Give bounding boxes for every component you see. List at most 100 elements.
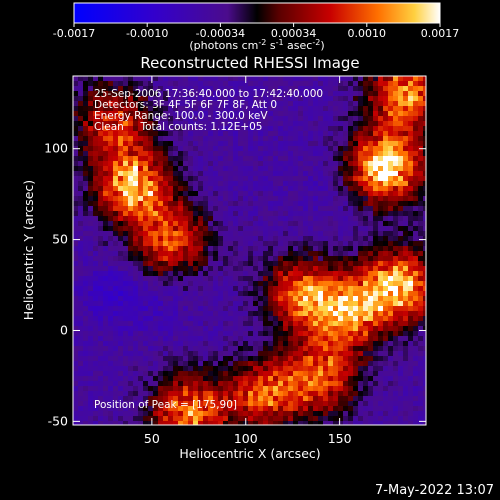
- heatmap-cell: [128, 131, 133, 136]
- heatmap-cell: [283, 161, 288, 166]
- heatmap-cell: [78, 321, 83, 326]
- heatmap-cell: [283, 156, 288, 161]
- heatmap-cell: [318, 131, 323, 136]
- heatmap-cell: [213, 331, 218, 336]
- heatmap-cell: [303, 101, 308, 106]
- heatmap-cell: [218, 316, 223, 321]
- heatmap-cell: [88, 251, 93, 256]
- heatmap-cell: [153, 356, 158, 361]
- heatmap-cell: [253, 196, 258, 201]
- heatmap-cell: [108, 126, 113, 131]
- heatmap-cell: [158, 341, 163, 346]
- heatmap-cell: [218, 351, 223, 356]
- heatmap-cell: [228, 141, 233, 146]
- heatmap-cell: [263, 366, 268, 371]
- heatmap-cell: [308, 141, 313, 146]
- heatmap-cell: [288, 201, 293, 206]
- heatmap-cell: [288, 236, 293, 241]
- heatmap-cell: [118, 166, 123, 171]
- heatmap-cell: [368, 196, 373, 201]
- heatmap-cell: [93, 281, 98, 286]
- heatmap-cell: [93, 111, 98, 116]
- heatmap-cell: [398, 306, 403, 311]
- heatmap-cell: [118, 236, 123, 241]
- heatmap-cell: [148, 211, 153, 216]
- heatmap-cell: [298, 161, 303, 166]
- heatmap-cell: [253, 266, 258, 271]
- heatmap-cell: [363, 156, 368, 161]
- heatmap-cell: [333, 246, 338, 251]
- heatmap-cell: [123, 261, 128, 266]
- heatmap-cell: [188, 366, 193, 371]
- heatmap-cell: [193, 326, 198, 331]
- heatmap-cell: [373, 151, 378, 156]
- heatmap-cell: [103, 96, 108, 101]
- heatmap-cell: [348, 161, 353, 166]
- heatmap-cell: [418, 271, 423, 276]
- heatmap-cell: [343, 276, 348, 281]
- heatmap-cell: [368, 396, 373, 401]
- heatmap-cell: [413, 166, 418, 171]
- heatmap-cell: [358, 91, 363, 96]
- heatmap-cell: [378, 126, 383, 131]
- heatmap-cell: [153, 171, 158, 176]
- heatmap-cell: [198, 151, 203, 156]
- heatmap-cell: [188, 171, 193, 176]
- heatmap-cell: [293, 81, 298, 86]
- heatmap-cell: [143, 231, 148, 236]
- heatmap-cell: [313, 251, 318, 256]
- heatmap-cell: [88, 276, 93, 281]
- heatmap-cell: [258, 401, 263, 406]
- heatmap-cell: [73, 366, 78, 371]
- heatmap-cell: [263, 141, 268, 146]
- heatmap-cell: [313, 166, 318, 171]
- heatmap-cell: [418, 231, 423, 236]
- heatmap-cell: [363, 86, 368, 91]
- heatmap-cell: [323, 206, 328, 211]
- heatmap-cell: [193, 196, 198, 201]
- heatmap-cell: [418, 331, 423, 336]
- heatmap-cell: [263, 371, 268, 376]
- heatmap-cell: [258, 186, 263, 191]
- heatmap-cell: [323, 346, 328, 351]
- heatmap-cell: [273, 171, 278, 176]
- heatmap-cell: [273, 176, 278, 181]
- heatmap-cell: [143, 351, 148, 356]
- heatmap-cell: [128, 396, 133, 401]
- heatmap-cell: [248, 256, 253, 261]
- heatmap-cell: [423, 166, 426, 171]
- heatmap-cell: [138, 96, 143, 101]
- heatmap-cell: [223, 246, 228, 251]
- heatmap-cell: [378, 401, 383, 406]
- heatmap-cell: [398, 91, 403, 96]
- heatmap-cell: [198, 161, 203, 166]
- heatmap-cell: [273, 396, 278, 401]
- heatmap-cell: [153, 216, 158, 221]
- heatmap-cell: [268, 406, 273, 411]
- heatmap-cell: [178, 106, 183, 111]
- heatmap-cell: [253, 356, 258, 361]
- heatmap-cell: [213, 161, 218, 166]
- heatmap-cell: [168, 226, 173, 231]
- heatmap-cell: [328, 281, 333, 286]
- heatmap-cell: [148, 81, 153, 86]
- heatmap-cell: [173, 196, 178, 201]
- heatmap-cell: [118, 321, 123, 326]
- heatmap-cell: [233, 226, 238, 231]
- heatmap-cell: [248, 416, 253, 421]
- heatmap-cell: [218, 136, 223, 141]
- heatmap-cell: [248, 301, 253, 306]
- heatmap-cell: [273, 281, 278, 286]
- heatmap-cell: [408, 216, 413, 221]
- heatmap-cell: [363, 356, 368, 361]
- heatmap-cell: [378, 336, 383, 341]
- heatmap-cell: [353, 411, 358, 416]
- heatmap-cell: [403, 191, 408, 196]
- heatmap-cell: [298, 376, 303, 381]
- heatmap-cell: [323, 361, 328, 366]
- heatmap-cell: [133, 336, 138, 341]
- heatmap-cell: [173, 326, 178, 331]
- heatmap-cell: [83, 191, 88, 196]
- heatmap-cell: [203, 136, 208, 141]
- heatmap-cell: [413, 296, 418, 301]
